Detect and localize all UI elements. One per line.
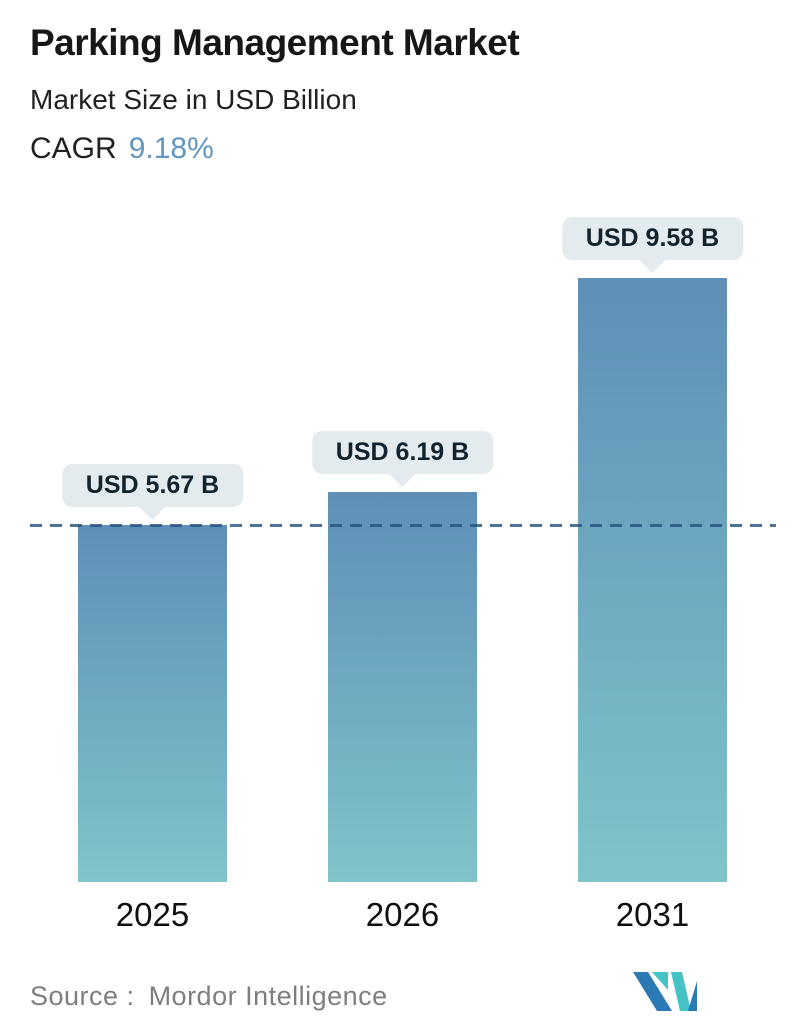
bar-2031 <box>578 278 727 882</box>
page-title: Parking Management Market <box>30 22 520 63</box>
bar-2026 <box>328 492 477 882</box>
source-label: Source : <box>30 981 135 1011</box>
value-label-2025: USD 5.67 B <box>61 464 244 520</box>
source-value: Mordor Intelligence <box>148 981 388 1011</box>
value-label-pointer <box>389 474 416 487</box>
x-axis-label-2031: 2031 <box>615 896 690 933</box>
mordor-intelligence-logo <box>633 972 697 1011</box>
cagr-value: 9.18% <box>128 132 214 165</box>
value-label-2026: USD 6.19 B <box>311 431 494 487</box>
source-row: Source : Mordor Intelligence <box>30 981 388 1012</box>
value-label-pointer <box>639 260 666 273</box>
bar-2025 <box>78 525 227 882</box>
value-label-pointer <box>139 507 166 520</box>
value-label-2031: USD 9.58 B <box>561 217 744 273</box>
cagr-row: CAGR 9.18% <box>30 132 214 166</box>
cagr-label: CAGR <box>30 132 117 165</box>
reference-dashed-line <box>30 524 776 527</box>
x-axis-label-2026: 2026 <box>365 896 440 933</box>
x-axis-label-2025: 2025 <box>115 896 190 933</box>
chart-subtitle: Market Size in USD Billion <box>30 84 357 115</box>
